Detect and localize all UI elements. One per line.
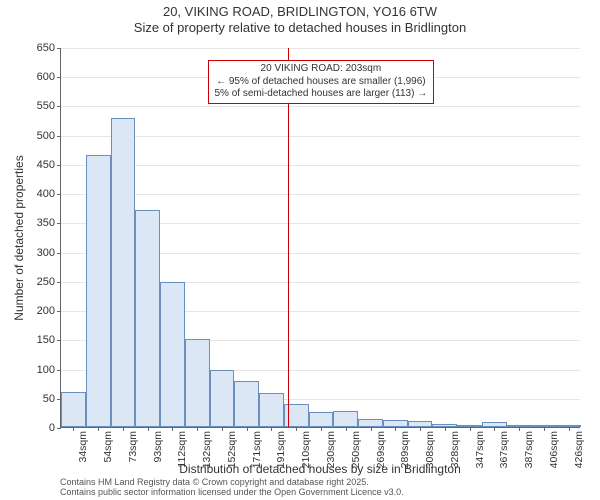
- x-tick-label: 34sqm: [77, 431, 89, 463]
- footer-line2: Contains public sector information licen…: [60, 488, 590, 498]
- y-tick-label: 600: [25, 71, 55, 83]
- x-axis-label: Distribution of detached houses by size …: [60, 462, 580, 476]
- x-tick-mark: [494, 427, 495, 431]
- x-tick-label: 73sqm: [127, 431, 139, 463]
- histogram-bar: [259, 393, 284, 427]
- y-tick-label: 400: [25, 188, 55, 200]
- x-tick-mark: [470, 427, 471, 431]
- y-tick-label: 100: [25, 364, 55, 376]
- x-tick-mark: [148, 427, 149, 431]
- y-tick-label: 50: [25, 393, 55, 405]
- chart-title: 20, VIKING ROAD, BRIDLINGTON, YO16 6TW S…: [0, 4, 600, 37]
- annotation-line: 20 VIKING ROAD: 203sqm: [215, 63, 428, 76]
- gridline-h: [61, 136, 580, 137]
- x-tick-mark: [371, 427, 372, 431]
- y-tick-mark: [57, 194, 61, 195]
- histogram-bar: [86, 155, 111, 427]
- y-tick-label: 350: [25, 217, 55, 229]
- y-tick-mark: [57, 311, 61, 312]
- x-tick-mark: [98, 427, 99, 431]
- x-tick-mark: [569, 427, 570, 431]
- x-tick-mark: [395, 427, 396, 431]
- y-tick-label: 450: [25, 159, 55, 171]
- y-tick-label: 0: [25, 422, 55, 434]
- y-tick-label: 250: [25, 276, 55, 288]
- x-tick-label: 54sqm: [102, 431, 114, 463]
- y-tick-mark: [57, 428, 61, 429]
- histogram-bar: [309, 412, 334, 427]
- annotation-line: 5% of semi-detached houses are larger (1…: [215, 88, 428, 101]
- histogram-bar: [111, 118, 136, 427]
- chart-title-line2: Size of property relative to detached ho…: [0, 20, 600, 36]
- y-tick-mark: [57, 48, 61, 49]
- x-tick-mark: [519, 427, 520, 431]
- histogram-bar: [358, 419, 383, 427]
- marker-line: [288, 48, 289, 427]
- footer-attribution: Contains HM Land Registry data © Crown c…: [60, 478, 590, 498]
- y-tick-label: 150: [25, 334, 55, 346]
- gridline-h: [61, 194, 580, 195]
- histogram-bar: [333, 411, 358, 427]
- y-tick-mark: [57, 165, 61, 166]
- y-tick-mark: [57, 77, 61, 78]
- y-tick-mark: [57, 223, 61, 224]
- x-tick-mark: [271, 427, 272, 431]
- y-tick-mark: [57, 136, 61, 137]
- x-tick-label: 93sqm: [152, 431, 164, 463]
- histogram-bar: [160, 282, 185, 427]
- gridline-h: [61, 165, 580, 166]
- x-tick-mark: [222, 427, 223, 431]
- y-tick-label: 200: [25, 305, 55, 317]
- x-tick-mark: [445, 427, 446, 431]
- x-tick-mark: [346, 427, 347, 431]
- gridline-h: [61, 48, 580, 49]
- histogram-bar: [234, 381, 259, 427]
- histogram-bar: [135, 210, 160, 427]
- annotation-line: ← 95% of detached houses are smaller (1,…: [215, 76, 428, 89]
- annotation-box: 20 VIKING ROAD: 203sqm← 95% of detached …: [208, 60, 435, 104]
- x-tick-mark: [321, 427, 322, 431]
- gridline-h: [61, 106, 580, 107]
- x-tick-mark: [296, 427, 297, 431]
- y-tick-mark: [57, 106, 61, 107]
- y-tick-label: 500: [25, 130, 55, 142]
- y-tick-label: 650: [25, 42, 55, 54]
- x-tick-mark: [544, 427, 545, 431]
- y-tick-mark: [57, 340, 61, 341]
- y-tick-label: 300: [25, 247, 55, 259]
- x-tick-mark: [73, 427, 74, 431]
- y-tick-mark: [57, 282, 61, 283]
- histogram-bar: [383, 420, 408, 427]
- y-tick-label: 550: [25, 100, 55, 112]
- plot-area: 0501001502002503003504004505005506006503…: [60, 48, 580, 428]
- x-tick-mark: [172, 427, 173, 431]
- histogram-bar: [210, 370, 235, 427]
- chart-container: { "title": { "line1": "20, VIKING ROAD, …: [0, 0, 600, 500]
- y-tick-mark: [57, 253, 61, 254]
- x-tick-mark: [247, 427, 248, 431]
- histogram-bar: [61, 392, 86, 427]
- x-tick-mark: [420, 427, 421, 431]
- chart-title-line1: 20, VIKING ROAD, BRIDLINGTON, YO16 6TW: [0, 4, 600, 20]
- y-tick-mark: [57, 370, 61, 371]
- x-tick-mark: [197, 427, 198, 431]
- x-tick-mark: [123, 427, 124, 431]
- histogram-bar: [185, 339, 210, 427]
